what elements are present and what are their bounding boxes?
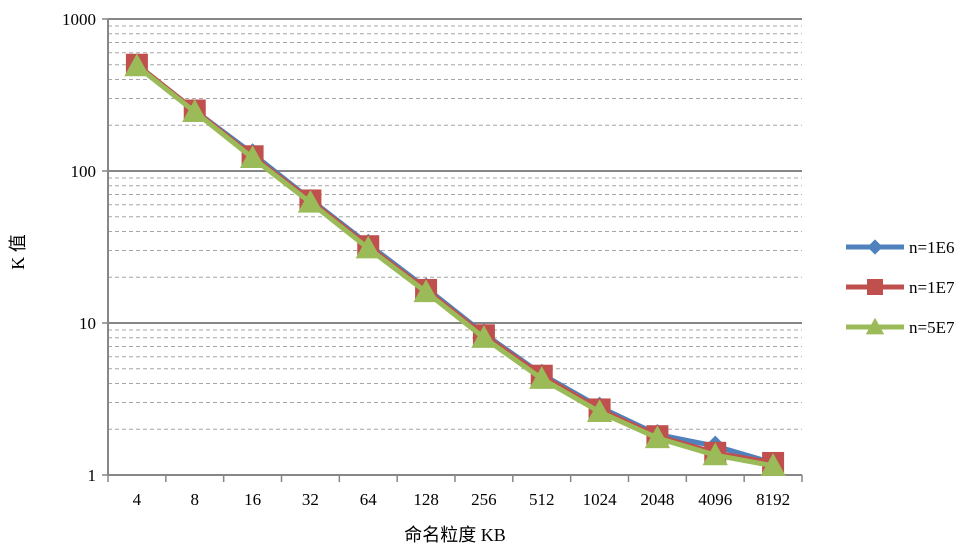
data-point xyxy=(760,453,786,476)
y-tick-label: 10 xyxy=(79,314,96,333)
series-n=1E7 xyxy=(125,53,785,474)
x-tick-labels: 4 8 16 32 64 128 256 512 1024 2048 4096 8192 xyxy=(133,490,790,509)
data-point xyxy=(413,279,439,303)
series-line xyxy=(134,63,776,469)
series-n=5E7 xyxy=(124,53,786,476)
x-tick-label: 64 xyxy=(360,490,378,509)
x-tick-label: 4 xyxy=(133,490,142,509)
data-point xyxy=(867,239,883,255)
series xyxy=(124,53,786,476)
y-axis-title: K 值 xyxy=(8,234,28,270)
data-point xyxy=(644,425,671,449)
legend-label: n=5E7 xyxy=(909,318,955,337)
x-tick-label: 1024 xyxy=(583,490,618,509)
x-tick-label: 32 xyxy=(302,490,319,509)
y-tick-label: 100 xyxy=(71,162,97,181)
legend: n=1E6 n=1E7 n=5E7 xyxy=(846,238,955,337)
data-point xyxy=(124,53,150,77)
series-line xyxy=(134,62,776,466)
legend-label: n=1E7 xyxy=(909,278,955,297)
data-point xyxy=(865,317,885,335)
x-tick-label: 256 xyxy=(471,490,497,509)
data-point xyxy=(355,235,381,259)
legend-label: n=1E6 xyxy=(909,238,954,257)
axes xyxy=(102,18,803,482)
legend-item: n=1E7 xyxy=(846,278,955,297)
x-tick-label: 4096 xyxy=(698,490,732,509)
x-tick-label: 16 xyxy=(244,490,261,509)
grid-lines xyxy=(108,18,802,476)
data-point xyxy=(867,279,883,295)
y-tick-label: 1000 xyxy=(62,10,96,29)
data-point xyxy=(239,145,266,168)
x-tick-label: 512 xyxy=(529,490,555,509)
x-axis-title: 命名粒度 KB xyxy=(404,525,506,545)
legend-item: n=5E7 xyxy=(846,317,955,337)
series-n=1E6 xyxy=(126,54,784,474)
y-tick-label: 1 xyxy=(88,466,97,485)
data-point xyxy=(702,442,728,466)
y-tick-labels: 1 10 100 1000 xyxy=(62,10,96,485)
data-point xyxy=(182,99,208,122)
data-point xyxy=(529,366,555,389)
x-tick-label: 2048 xyxy=(640,490,674,509)
x-tick-label: 128 xyxy=(413,490,439,509)
x-tick-label: 8192 xyxy=(756,490,790,509)
series-line xyxy=(134,62,776,466)
data-point xyxy=(471,325,497,348)
data-point xyxy=(586,399,613,423)
data-point xyxy=(297,189,324,213)
legend-item: n=1E6 xyxy=(846,238,954,257)
x-tick-label: 8 xyxy=(191,490,200,509)
